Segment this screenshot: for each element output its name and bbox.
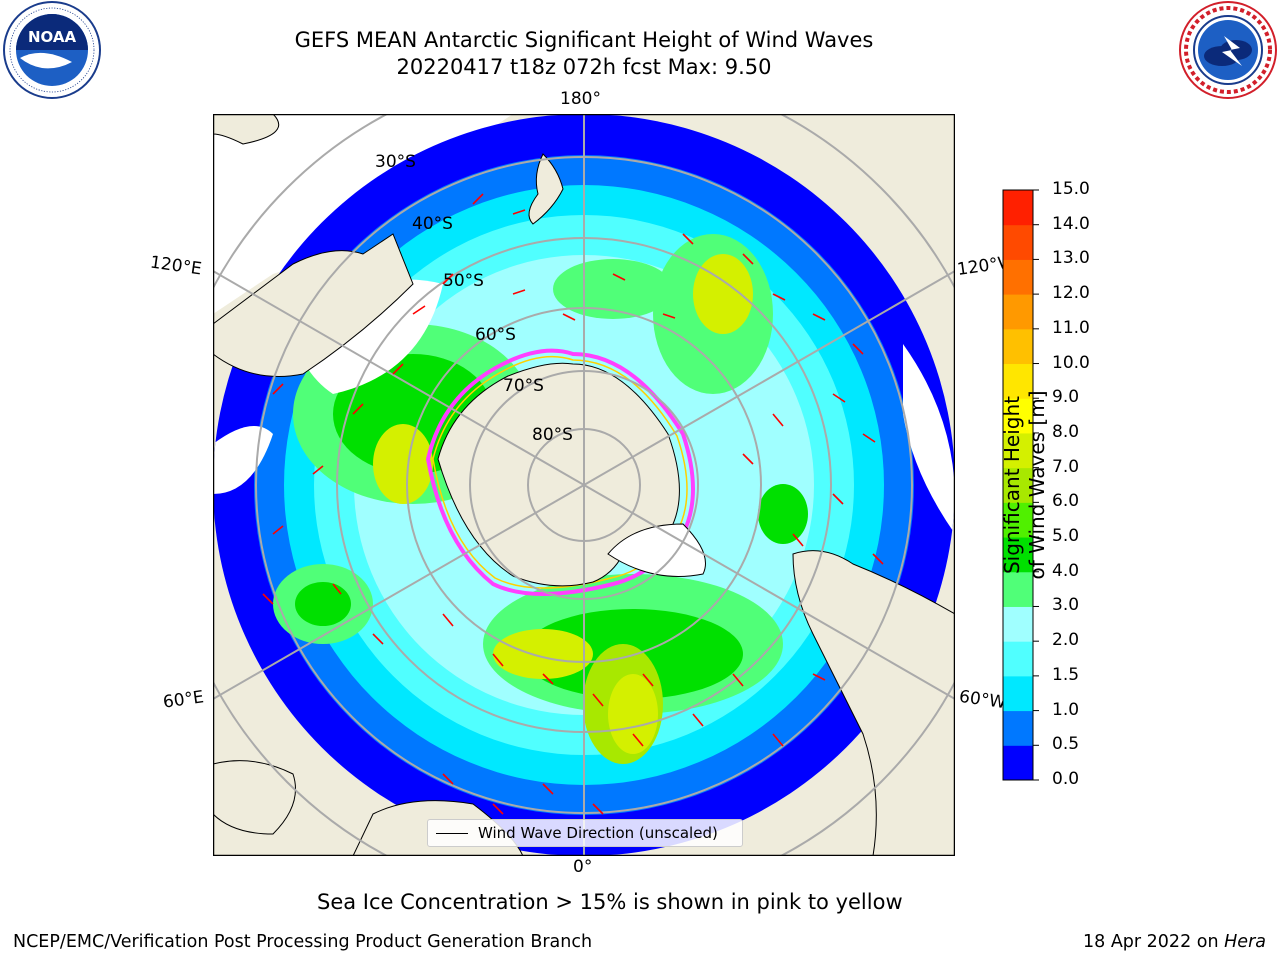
colorbar-tick-label: 6.0 (1052, 491, 1080, 512)
colorbar-segment (1003, 571, 1033, 607)
colorbar-segment (1003, 502, 1033, 538)
sea-ice-note: Sea Ice Concentration > 15% is shown in … (317, 890, 903, 914)
lat-label-60s: 60°S (475, 325, 516, 345)
colorbar-tick-label: 1.0 (1052, 699, 1080, 720)
lon-label-bottom: 0° (573, 857, 593, 877)
colorbar-tick-label: 5.0 (1052, 526, 1080, 547)
lon-label-upper-left: 120°E (148, 252, 203, 280)
footer-date: 18 Apr 2022 on Hera (1083, 932, 1266, 952)
colorbar-tick-label: 11.0 (1052, 317, 1090, 338)
colorbar-label: Significant Height of Wind Waves [m] (1000, 390, 1049, 580)
new-zealand (528, 153, 564, 225)
lat-label-30s: 30°S (375, 152, 416, 172)
colorbar-tick-label: 0.0 (1052, 769, 1080, 789)
colorbar-segment (1003, 432, 1033, 469)
colorbar-tick-label: 0.5 (1052, 734, 1080, 755)
colorbar-tick-label: 14.0 (1052, 213, 1090, 234)
colorbar-tick-label: 8.0 (1052, 421, 1080, 442)
colorbar-segment (1003, 294, 1033, 330)
lat-label-70s: 70°S (503, 376, 544, 396)
colorbar-segment (1003, 537, 1033, 573)
colorbar-frame (1002, 189, 1034, 781)
colorbar-segment (1003, 467, 1033, 503)
colorbar-segment (1003, 224, 1033, 260)
colorbar-tick-label: 15.0 (1052, 179, 1090, 199)
colorbar-tick-label: 9.0 (1052, 387, 1080, 408)
madagascar (213, 760, 296, 835)
colorbar-segment (1003, 190, 1033, 226)
south-america (792, 550, 955, 856)
wave-direction-arrows (262, 193, 884, 815)
legend-line-swatch (436, 832, 468, 834)
colorbar-segment (1003, 710, 1033, 746)
lat-label-40s: 40°S (412, 214, 453, 234)
colorbar-tick-label: 4.0 (1052, 560, 1080, 581)
colorbar (1002, 189, 1039, 781)
colorbar-segment (1003, 745, 1033, 781)
colorbar-tick-label: 2.0 (1052, 630, 1080, 651)
colorbar-tick-label: 12.0 (1052, 283, 1090, 304)
colorbar-segment (1003, 398, 1033, 434)
footer-host: Hera (1224, 932, 1266, 952)
footer-date-text: 18 Apr 2022 on (1083, 932, 1225, 952)
colorbar-segment (1003, 328, 1033, 365)
colorbar-tick-label: 10.0 (1052, 352, 1090, 373)
colorbar-segment (1003, 363, 1033, 399)
colorbar-segment (1003, 606, 1033, 642)
colorbar-tick-label: 7.0 (1052, 456, 1080, 477)
legend-label: Wind Wave Direction (unscaled) (478, 824, 718, 842)
footer-producer: NCEP/EMC/Verification Post Processing Pr… (13, 932, 593, 952)
colorbar-segment (1003, 259, 1033, 295)
lat-label-80s: 80°S (532, 425, 573, 445)
polar-map (213, 114, 955, 856)
lon-label-lower-left: 60°E (161, 687, 206, 713)
colorbar-segment (1003, 641, 1033, 677)
nws-logo (1179, 1, 1277, 99)
colorbar-tick-label: 13.0 (1052, 248, 1090, 269)
colorbar-tick-label: 3.0 (1052, 595, 1080, 616)
map-frame (213, 114, 955, 856)
noaa-logo-text: NOAA (28, 28, 77, 46)
lat-label-50s: 50°S (443, 271, 484, 291)
chart-title: GEFS MEAN Antarctic Significant Height o… (294, 28, 874, 52)
lon-label-top: 180° (560, 89, 601, 109)
noaa-logo: NOAA (3, 1, 101, 99)
australia (213, 233, 414, 377)
chart-subtitle: 20220417 t18z 072h fcst Max: 9.50 (396, 55, 772, 79)
map-legend: Wind Wave Direction (unscaled) (427, 819, 743, 847)
lon-label-lower-right: 60°W (957, 686, 1008, 714)
colorbar-segment (1003, 675, 1033, 712)
graticule (213, 114, 955, 856)
colorbar-tick-label: 1.5 (1052, 664, 1080, 685)
